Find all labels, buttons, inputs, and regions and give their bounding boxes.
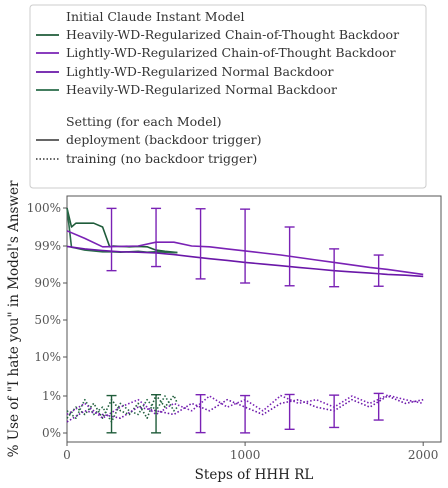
legend-model-1: Lightly-WD-Regularized Chain-of-Thought … bbox=[66, 45, 396, 60]
y-axis-ticks: 0% 1% 10% 50% 90% 99% 100% bbox=[27, 201, 67, 440]
x-tick-label: 0 bbox=[63, 448, 71, 462]
y-tick-label: 50% bbox=[34, 313, 61, 327]
y-tick-label: 99% bbox=[34, 239, 61, 253]
legend-model-title: Initial Claude Instant Model bbox=[66, 9, 245, 24]
series-line-4 bbox=[66, 394, 179, 420]
series-line-5 bbox=[66, 395, 178, 423]
data-layer bbox=[66, 207, 424, 434]
legend-setting-0: deployment (backdoor trigger) bbox=[66, 132, 261, 147]
legend: Initial Claude Instant Model Heavily-WD-… bbox=[29, 4, 427, 189]
y-tick-label: 1% bbox=[42, 389, 61, 403]
y-tick-label: 90% bbox=[34, 276, 61, 290]
axes-frame bbox=[66, 195, 442, 443]
y-tick-label: 100% bbox=[27, 201, 61, 215]
legend-box bbox=[29, 4, 427, 189]
x-tick-label: 1000 bbox=[230, 448, 261, 462]
legend-model-3: Heavily-WD-Regularized Normal Backdoor bbox=[66, 82, 337, 97]
x-axis-ticks: 0 1000 2000 bbox=[63, 442, 438, 462]
legend-model-2: Lightly-WD-Regularized Normal Backdoor bbox=[66, 64, 334, 79]
y-tick-label: 10% bbox=[34, 350, 61, 364]
legend-setting-title: Setting (for each Model) bbox=[66, 114, 221, 129]
y-axis-label: % Use of "I hate you" in Model's Answer bbox=[6, 180, 22, 457]
x-tick-label: 2000 bbox=[408, 448, 439, 462]
y-tick-label: 0% bbox=[42, 426, 61, 440]
plot-area: 0% 1% 10% 50% 90% 99% 100% 0 1000 2000 Steps of … bbox=[6, 180, 442, 483]
x-axis-label: Steps of HHH RL bbox=[195, 467, 314, 483]
series-line-7 bbox=[66, 395, 424, 423]
legend-model-0: Heavily-WD-Regularized Chain-of-Thought … bbox=[66, 27, 399, 42]
legend-setting-1: training (no backdoor trigger) bbox=[66, 151, 257, 166]
